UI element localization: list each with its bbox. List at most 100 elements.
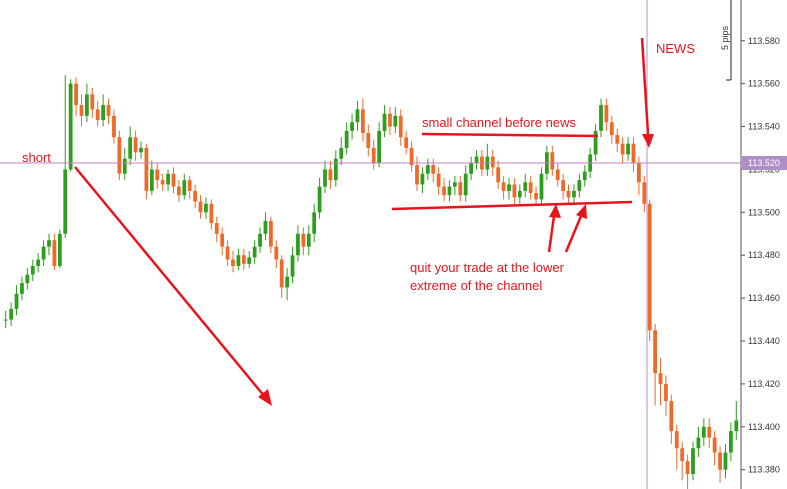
- candle-body: [593, 130, 598, 155]
- candle: [301, 227, 306, 256]
- quit-label-line2: extreme of the channel: [410, 278, 542, 293]
- candle: [176, 180, 181, 202]
- candle: [193, 184, 198, 209]
- candle-body: [95, 109, 100, 121]
- price-tick-label: 113.380: [748, 465, 780, 475]
- candle: [463, 165, 468, 202]
- news-arrow: [640, 37, 654, 148]
- candle: [84, 83, 89, 123]
- candle-body: [539, 173, 544, 200]
- candle: [312, 203, 317, 243]
- candle: [344, 122, 349, 155]
- candle: [36, 253, 41, 273]
- candle-body: [555, 169, 560, 181]
- candle: [366, 124, 371, 157]
- candle-body: [517, 190, 522, 198]
- candle: [241, 248, 246, 271]
- candle: [30, 259, 35, 281]
- candle: [398, 109, 403, 146]
- candle: [431, 158, 436, 183]
- candle: [117, 130, 122, 181]
- candle: [680, 441, 685, 481]
- candle: [122, 147, 127, 181]
- candle-body: [577, 180, 582, 191]
- candle-body: [36, 259, 41, 266]
- candle: [609, 115, 614, 144]
- candle-body: [415, 165, 419, 185]
- candle: [599, 98, 603, 138]
- candle: [626, 137, 630, 161]
- candle-body: [171, 173, 176, 187]
- candle: [236, 248, 241, 271]
- candle-body: [155, 169, 160, 181]
- candle: [279, 255, 284, 299]
- candle: [112, 109, 116, 144]
- price-tick-label: 113.540: [748, 122, 780, 132]
- candle-body: [636, 163, 641, 183]
- candle-body: [512, 184, 517, 198]
- candle: [20, 276, 24, 301]
- candle-body: [658, 373, 663, 384]
- candle: [285, 268, 290, 301]
- candle: [723, 443, 728, 479]
- candle: [101, 94, 106, 127]
- candle-body: [469, 163, 474, 174]
- candle-body: [301, 233, 306, 247]
- candle-body: [47, 240, 51, 247]
- channel-upper-line: [421, 132, 599, 138]
- candle: [669, 394, 674, 444]
- candle: [572, 184, 576, 204]
- candle: [339, 137, 344, 166]
- candle: [512, 178, 517, 206]
- candles-layer: [3, 75, 739, 489]
- candle: [9, 302, 14, 326]
- candle: [555, 163, 560, 187]
- candle: [604, 98, 609, 131]
- candle: [68, 79, 73, 172]
- candle-body: [550, 152, 555, 170]
- candle: [79, 94, 84, 127]
- candle-body: [360, 109, 365, 133]
- candle-body: [160, 180, 165, 185]
- candle: [642, 175, 647, 213]
- candle-body: [317, 186, 322, 213]
- candle: [658, 358, 663, 406]
- candle: [393, 107, 398, 133]
- candle: [550, 145, 555, 176]
- candle: [474, 150, 479, 170]
- candle-body: [631, 143, 636, 163]
- candle-body: [3, 319, 8, 321]
- candle-body: [122, 158, 127, 174]
- candle: [593, 124, 598, 161]
- candle-body: [9, 308, 14, 320]
- candle-body: [647, 203, 652, 331]
- candle-body: [366, 132, 371, 148]
- candle-body: [685, 461, 690, 474]
- candle-body: [263, 220, 268, 234]
- candle-body: [674, 431, 679, 449]
- candle: [415, 156, 419, 191]
- candle-body: [496, 167, 501, 183]
- candle-body: [220, 233, 225, 247]
- candle: [133, 130, 138, 161]
- candle-body: [41, 246, 46, 260]
- candle-body: [626, 143, 630, 155]
- candle-body: [701, 426, 706, 438]
- candle-body: [323, 169, 327, 187]
- candle: [350, 113, 354, 140]
- candle-body: [344, 130, 349, 148]
- candle: [139, 141, 143, 159]
- candle: [198, 195, 203, 219]
- news-label: NEWS: [656, 41, 695, 56]
- candle: [615, 128, 620, 153]
- candle-body: [447, 186, 452, 196]
- price-tick-label: 113.480: [748, 250, 780, 260]
- price-tick-label: 113.400: [748, 422, 780, 432]
- candle: [718, 446, 722, 483]
- candle: [74, 77, 78, 116]
- candle: [517, 184, 522, 204]
- candle: [128, 126, 133, 166]
- candle-body: [442, 186, 446, 196]
- candle: [333, 150, 338, 187]
- candle-body: [209, 203, 214, 224]
